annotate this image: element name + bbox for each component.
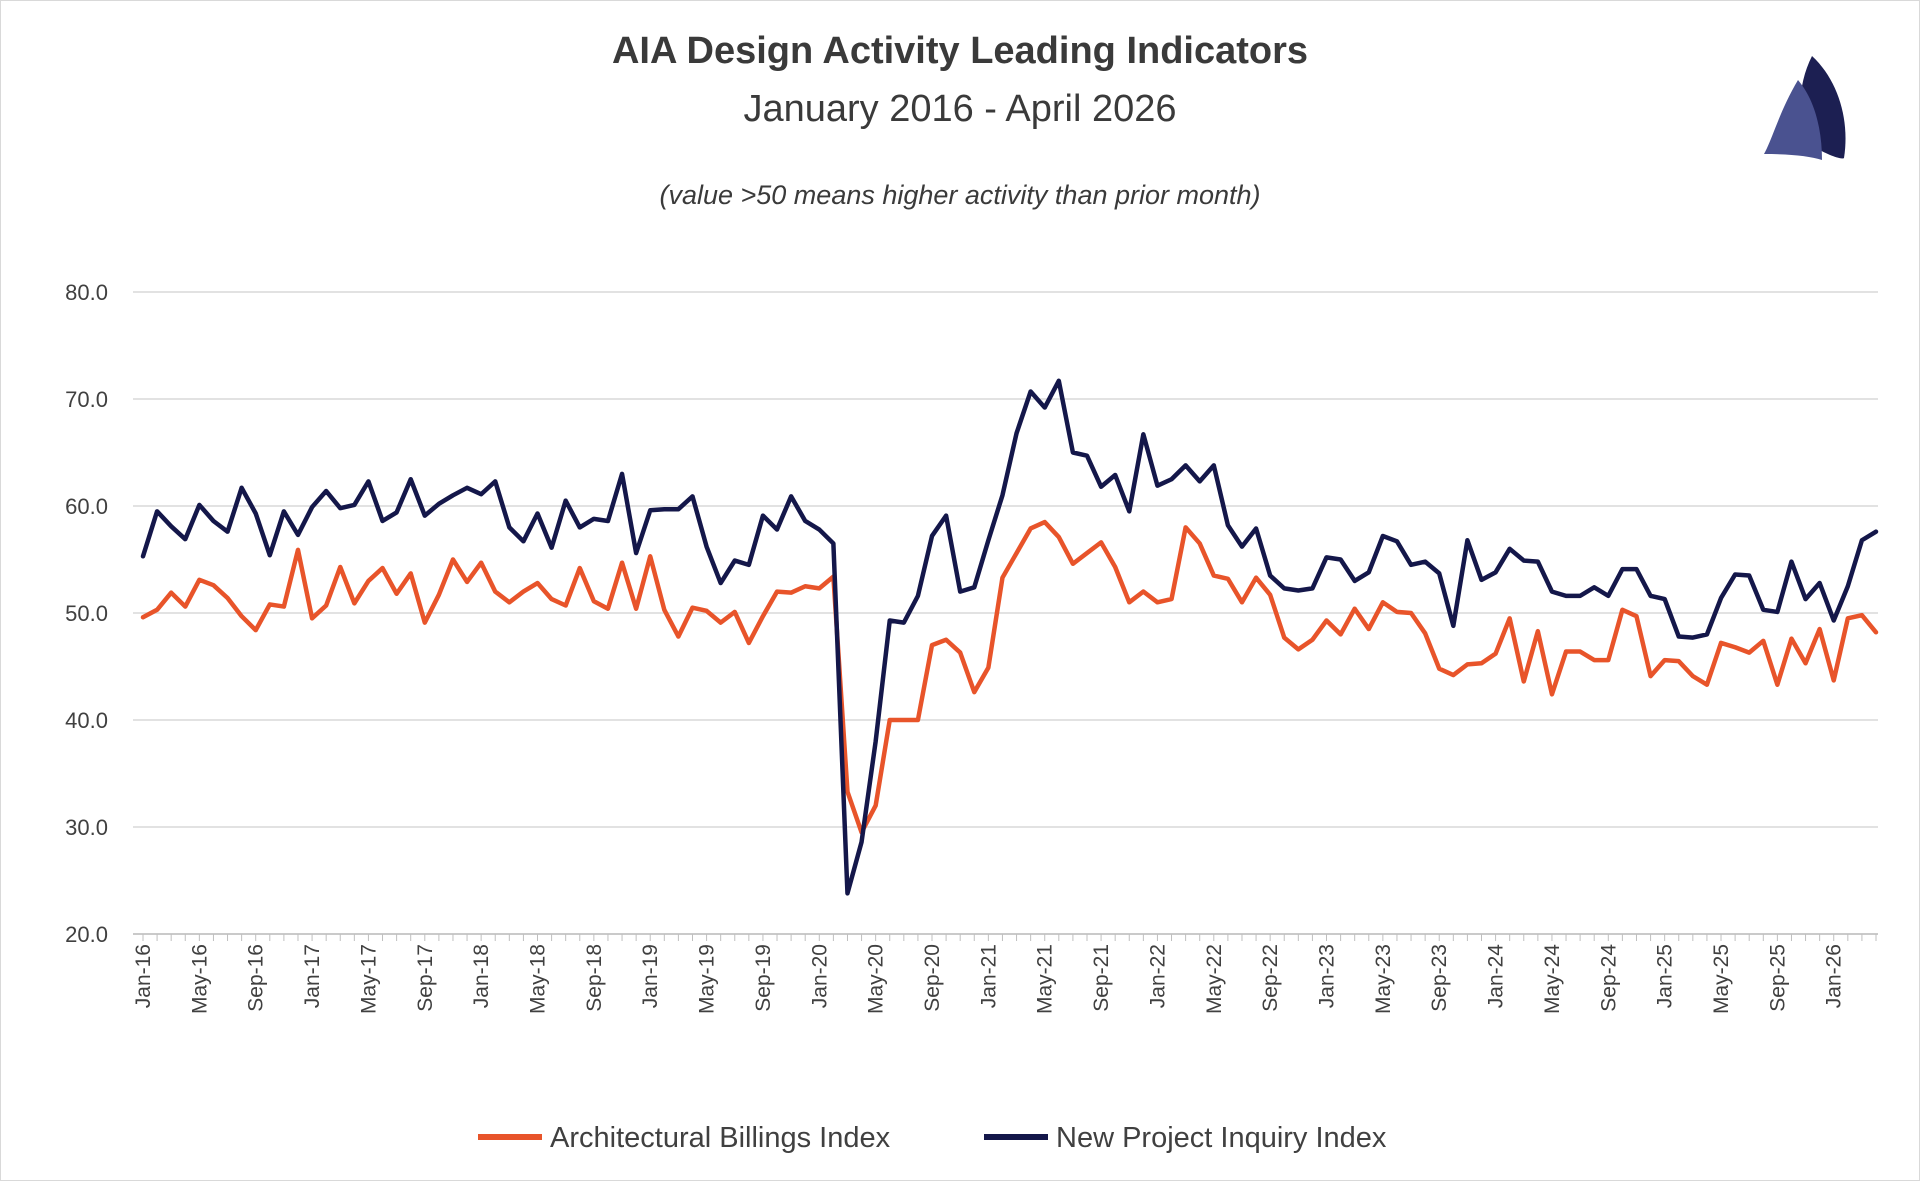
chart-note: (value >50 means higher activity than pr…	[659, 180, 1261, 210]
x-tick-label: May-21	[1034, 944, 1057, 1014]
y-tick-label: 30.0	[65, 815, 108, 840]
x-tick-label: Jan-25	[1654, 944, 1677, 1008]
x-tick-label: Sep-23	[1428, 944, 1451, 1012]
chart-subtitle: January 2016 - April 2026	[743, 88, 1177, 130]
series-lines	[140, 378, 1879, 896]
y-tick-label: 50.0	[65, 601, 108, 626]
x-tick-label: Jan-26	[1823, 944, 1846, 1008]
y-tick-label: 60.0	[65, 494, 108, 519]
logo	[1764, 56, 1846, 160]
x-tick-label: May-23	[1372, 944, 1395, 1014]
y-tick-label: 70.0	[65, 387, 108, 412]
x-tick-label: May-22	[1203, 944, 1226, 1014]
x-tick-label: May-20	[865, 944, 888, 1014]
x-tick-label: Sep-16	[245, 944, 268, 1012]
x-axis: Jan-16 May-16 Sep-16 Jan-17 May-17 Sep-17 Jan-…	[132, 933, 1878, 1014]
x-tick-label: May-18	[527, 944, 550, 1014]
y-tick-label: 80.0	[65, 280, 108, 305]
x-tick-label: May-25	[1710, 944, 1733, 1014]
x-tick-label: Sep-25	[1766, 944, 1789, 1012]
x-tick-label: Jan-22	[1146, 944, 1169, 1008]
x-tick-label: Jan-23	[1316, 944, 1339, 1008]
x-tick-label: Sep-17	[414, 944, 437, 1012]
series-line-1	[140, 378, 1879, 896]
x-tick-label: May-19	[696, 944, 719, 1014]
sail-front-icon	[1764, 80, 1822, 160]
legend-label-1: New Project Inquiry Index	[1056, 1122, 1387, 1154]
gridlines	[133, 291, 1878, 935]
x-tick-label: Jan-17	[301, 944, 324, 1008]
x-tick-label: Sep-22	[1259, 944, 1282, 1012]
x-tick-label: Sep-24	[1597, 944, 1620, 1012]
x-tick-label: May-17	[357, 944, 380, 1014]
x-tick-label: Jan-16	[132, 944, 155, 1008]
series-line-0	[140, 519, 1879, 835]
y-tick-label: 40.0	[65, 708, 108, 733]
chart-title: AIA Design Activity Leading Indicators	[611, 30, 1309, 72]
x-tick-label: Sep-21	[1090, 944, 1113, 1012]
y-axis: 80.0 70.0 60.0 50.0 40.0 30.0 20.0	[65, 280, 108, 947]
legend-label-0: Architectural Billings Index	[550, 1122, 891, 1154]
y-tick-label: 20.0	[65, 922, 108, 947]
legend: Architectural Billings Index New Project …	[478, 1122, 1387, 1154]
x-tick-label: Jan-19	[639, 944, 662, 1008]
x-tick-label: Sep-19	[752, 944, 775, 1012]
x-tick-label: May-24	[1541, 944, 1564, 1014]
x-tick-label: May-16	[188, 944, 211, 1014]
x-tick-label: Sep-20	[921, 944, 944, 1012]
x-tick-label: Jan-20	[808, 944, 831, 1008]
x-tick-label: Jan-24	[1485, 944, 1508, 1009]
x-tick-label: Jan-21	[977, 944, 1000, 1008]
x-tick-label: Sep-18	[583, 944, 606, 1012]
x-tick-label: Jan-18	[470, 944, 493, 1008]
